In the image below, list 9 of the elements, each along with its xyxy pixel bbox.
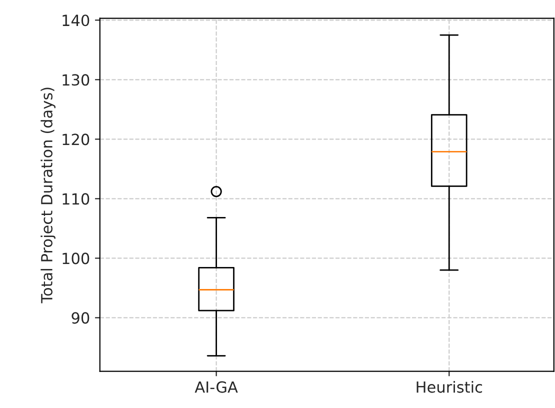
y-tick-label: 130 <box>62 74 90 86</box>
y-tick-label: 100 <box>62 252 90 264</box>
y-axis-title: Total Project Duration (days) <box>40 88 56 304</box>
y-tick-label: 90 <box>72 312 90 324</box>
y-tick-label: 140 <box>62 14 90 26</box>
x-tick-label: AI-GA <box>194 381 238 393</box>
y-tick-label: 120 <box>62 134 90 146</box>
x-tick-label: Heuristic <box>416 381 482 393</box>
y-tick-label: 110 <box>62 193 90 205</box>
